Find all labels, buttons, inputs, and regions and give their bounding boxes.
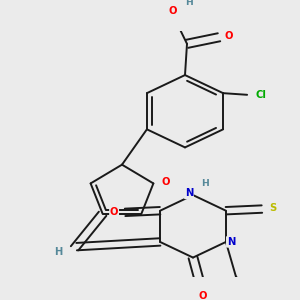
Text: O: O [161,177,170,187]
Text: Cl: Cl [256,90,266,100]
Text: N: N [185,188,193,198]
Text: S: S [269,203,277,213]
Text: O: O [225,31,233,40]
Text: O: O [169,6,177,16]
Text: H: H [55,247,63,256]
Text: O: O [110,207,118,217]
Text: O: O [199,291,207,300]
Text: N: N [227,237,235,247]
Text: H: H [201,179,209,188]
Text: H: H [185,0,193,7]
